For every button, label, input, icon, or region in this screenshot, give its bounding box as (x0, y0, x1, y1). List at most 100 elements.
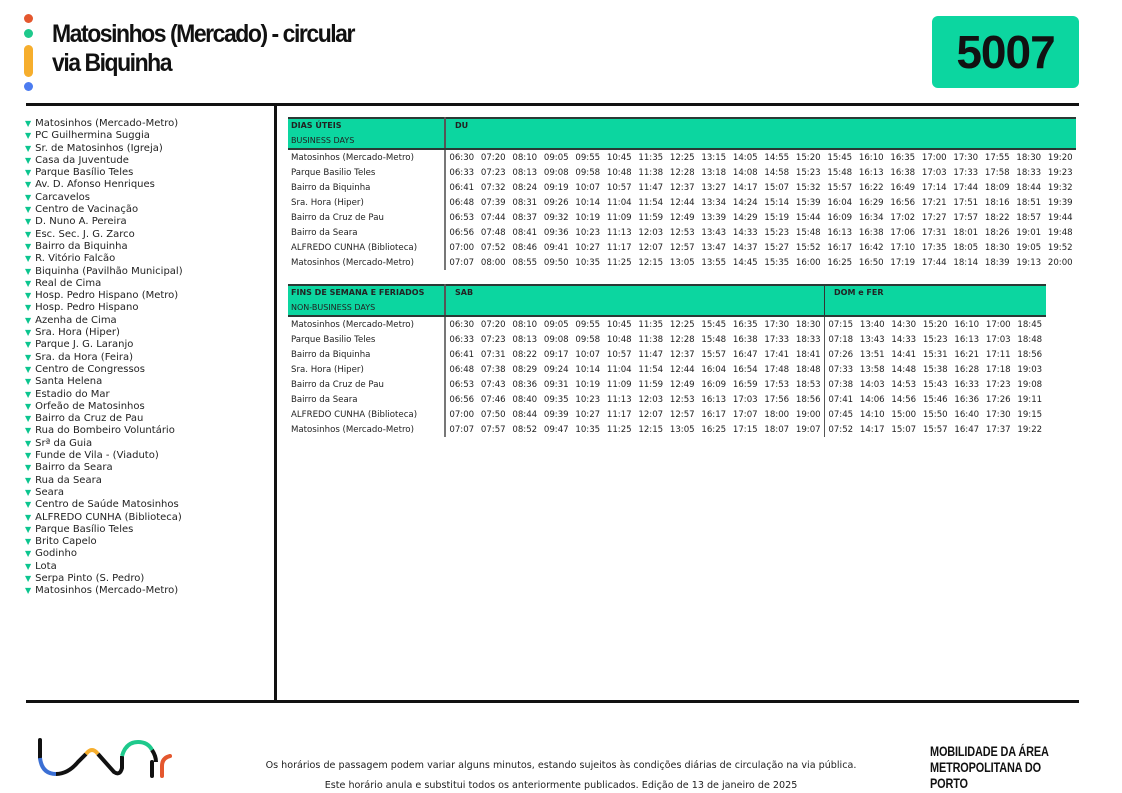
time-cell: 16:35 (732, 319, 758, 330)
service-group-label: DU (445, 117, 1076, 150)
time-cell: 15:38 (922, 364, 948, 375)
table-row: Matosinhos (Mercado-Metro) 07:07 08:00 08:5… (288, 255, 1076, 270)
time-cell: 13:18 (701, 167, 727, 178)
time-cell: 10:57 (606, 182, 632, 193)
time-cell: 14:06 (859, 394, 885, 405)
time-cell: 19:13 (1016, 257, 1042, 268)
stop-name: Orfeão de Matosinhos (35, 400, 145, 412)
time-cell: 07:57 (480, 424, 506, 435)
stop-cell: Bairro da Cruz de Pau (288, 210, 446, 225)
time-cell: 11:38 (638, 334, 664, 345)
stop-name: Sr. de Matosinhos (Igreja) (35, 142, 163, 154)
stop-name: Funde de Vila - (Viaduto) (35, 450, 159, 462)
time-cell: 16:47 (954, 424, 980, 435)
footer-disclaimer: Os horários de passagem podem variar alg… (265, 760, 857, 771)
time-cell: 17:56 (764, 394, 790, 405)
table-row: Bairro da Biquinha 06:41 07:31 08:22 09:17 10… (288, 347, 1046, 362)
stop-cell: Matosinhos (Mercado-Metro) (288, 316, 446, 332)
time-cell: 14:45 (732, 257, 758, 268)
time-cell: 14:55 (764, 152, 790, 163)
stop-name: Rua do Bombeiro Voluntário (35, 425, 175, 437)
time-cell: 16:47 (732, 349, 758, 360)
triangle-down-icon: ▼ (25, 475, 32, 485)
time-cell: 08:00 (480, 257, 506, 268)
table-row: Matosinhos (Mercado-Metro) 06:30 07:20 08:1… (288, 149, 1076, 165)
time-cell: 18:57 (1016, 212, 1042, 223)
time-cell: 17:48 (764, 364, 790, 375)
time-cell: 17:37 (985, 424, 1011, 435)
time-cell: 09:55 (575, 319, 601, 330)
time-cell: 15:57 (922, 424, 948, 435)
time-cell: 16:17 (701, 409, 727, 420)
triangle-down-icon: ▼ (25, 192, 32, 202)
time-cell: 07:26 (824, 347, 857, 362)
time-cell: 10:48 (606, 334, 632, 345)
table-row: Bairro da Seara 06:56 07:48 08:41 09:36 10:23… (288, 225, 1076, 240)
time-cell: 09:41 (543, 242, 569, 253)
time-cell: 17:07 (732, 409, 758, 420)
stop-cell: Bairro da Seara (288, 225, 446, 240)
time-cell: 15:52 (795, 242, 821, 253)
triangle-down-icon: ▼ (25, 205, 32, 215)
time-cell: 16:35 (890, 152, 916, 163)
stop-cell: Bairro da Biquinha (288, 347, 446, 362)
stop-name: Matosinhos (Mercado-Metro) (35, 585, 179, 597)
time-cell: 13:05 (669, 257, 695, 268)
time-cell: 07:20 (480, 152, 506, 163)
time-cell: 18:09 (984, 182, 1010, 193)
time-cell: 07:07 (449, 424, 475, 435)
time-cell: 15:32 (795, 182, 821, 193)
time-cell: 15:48 (701, 334, 727, 345)
time-cell: 18:33 (1016, 167, 1042, 178)
time-cell: 17:33 (953, 167, 979, 178)
time-cell: 11:25 (606, 257, 632, 268)
time-cell: 09:32 (543, 212, 569, 223)
triangle-down-icon: ▼ (25, 389, 32, 399)
triangle-down-icon: ▼ (25, 291, 32, 301)
time-cell: 07:20 (480, 319, 506, 330)
stop-list-item: ▼ Azenha de Cima (25, 315, 183, 327)
time-cell: 15:20 (922, 319, 948, 330)
time-cell: 07:00 (449, 242, 475, 253)
stop-name: Seara (35, 486, 65, 498)
time-cell: 15:07 (764, 182, 790, 193)
time-cell: 17:18 (985, 364, 1011, 375)
time-cell: 08:31 (512, 197, 538, 208)
triangle-down-icon: ▼ (25, 561, 32, 571)
stop-list-item: ▼ Centro de Saúde Matosinhos (25, 499, 183, 511)
time-cell: 18:16 (984, 197, 1010, 208)
time-cell: 16:54 (732, 364, 758, 375)
stop-name: ALFREDO CUNHA (Biblioteca) (35, 511, 182, 523)
time-cell: 14:24 (732, 197, 758, 208)
time-cell: 19:07 (795, 424, 821, 435)
time-cell: 17:11 (985, 349, 1011, 360)
time-cell: 16:09 (701, 379, 727, 390)
time-cell: 12:57 (669, 242, 695, 253)
time-cell: 08:22 (512, 349, 538, 360)
time-cell: 17:31 (921, 227, 947, 238)
time-cell: 07:07 (449, 257, 475, 268)
time-cell: 16:38 (890, 167, 916, 178)
triangle-down-icon: ▼ (25, 451, 32, 461)
stop-list-item: ▼ Bairro da Cruz de Pau (25, 413, 183, 425)
time-cell: 08:52 (512, 424, 538, 435)
time-cell: 07:23 (480, 334, 506, 345)
time-cell: 07:41 (824, 392, 857, 407)
page-title: Matosinhos (Mercado) - circular via Biqu… (52, 20, 355, 78)
time-cell: 11:38 (638, 167, 664, 178)
time-cell: 19:20 (1047, 152, 1073, 163)
triangle-down-icon: ▼ (25, 229, 32, 239)
stop-list-item: ▼ R. Vitório Falcão (25, 253, 183, 265)
time-cell: 16:36 (954, 394, 980, 405)
time-cell: 12:28 (669, 334, 695, 345)
time-cell: 06:33 (449, 334, 475, 345)
table-row: Bairro da Cruz de Pau 06:53 07:43 08:36 09:3… (288, 377, 1046, 392)
time-cell: 15:00 (891, 409, 917, 420)
time-cell: 10:35 (575, 257, 601, 268)
stop-name: Bairro da Biquinha (35, 240, 128, 252)
time-cell: 17:00 (921, 152, 947, 163)
time-cell: 07:38 (480, 364, 506, 375)
time-cell: 16:10 (858, 152, 884, 163)
time-cell: 17:44 (953, 182, 979, 193)
time-cell: 11:35 (638, 152, 664, 163)
